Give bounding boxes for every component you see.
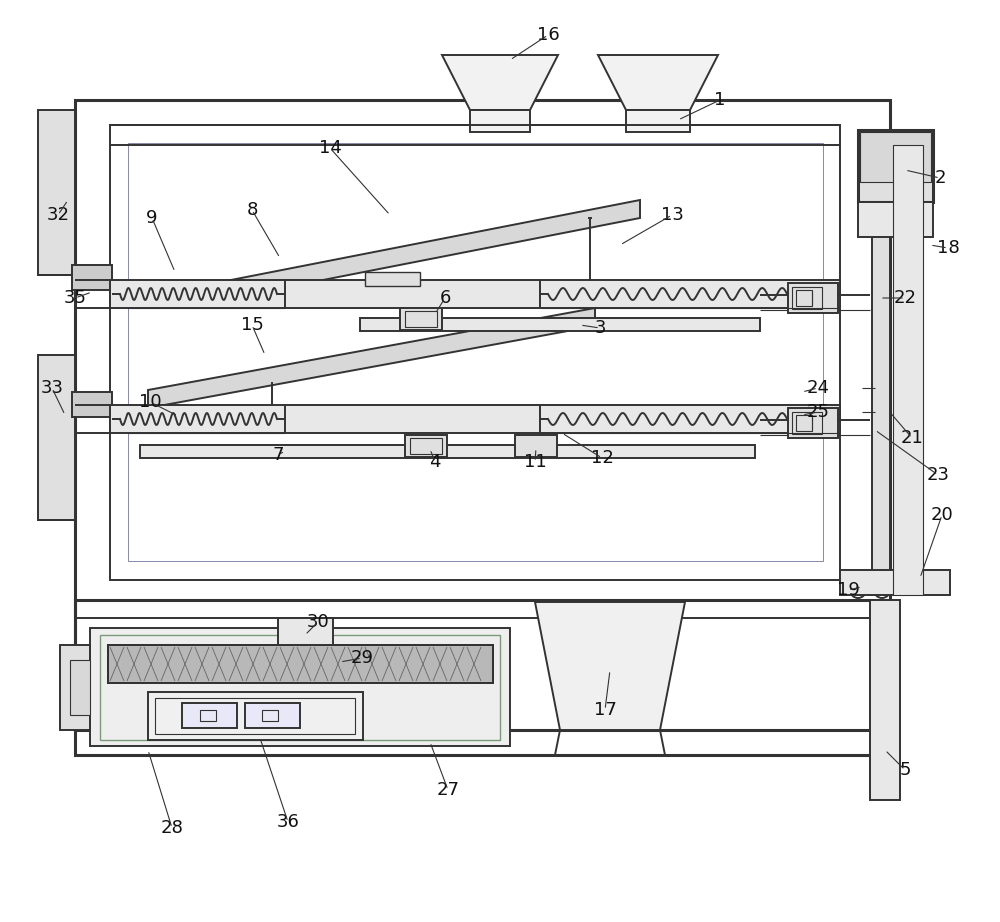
Bar xyxy=(410,438,442,454)
Text: 9: 9 xyxy=(146,209,158,227)
Bar xyxy=(72,392,112,417)
Text: 24: 24 xyxy=(806,379,830,397)
Bar xyxy=(110,405,840,433)
Bar xyxy=(75,100,890,730)
Bar xyxy=(858,130,933,202)
Text: 32: 32 xyxy=(46,206,70,224)
Bar xyxy=(140,445,755,458)
Bar xyxy=(38,110,75,275)
Text: 16: 16 xyxy=(537,26,559,44)
Text: 25: 25 xyxy=(806,403,830,421)
Polygon shape xyxy=(535,602,685,730)
Bar xyxy=(860,132,931,182)
Bar xyxy=(405,311,437,327)
Bar xyxy=(840,570,950,595)
Text: 1: 1 xyxy=(714,91,726,109)
Bar xyxy=(182,703,237,728)
Bar xyxy=(108,645,493,683)
Bar xyxy=(155,698,355,734)
Text: 13: 13 xyxy=(661,206,683,224)
Bar xyxy=(278,618,333,645)
Bar xyxy=(262,710,278,721)
Polygon shape xyxy=(148,308,595,408)
Text: 17: 17 xyxy=(594,701,616,719)
Bar xyxy=(788,283,838,313)
Bar xyxy=(893,145,923,595)
Bar xyxy=(870,600,900,800)
Bar xyxy=(75,600,890,755)
Bar xyxy=(515,435,557,457)
Bar xyxy=(858,202,933,237)
Bar xyxy=(365,272,420,286)
Text: 18: 18 xyxy=(937,239,959,257)
Text: 27: 27 xyxy=(436,781,460,799)
Bar xyxy=(38,355,75,520)
Bar xyxy=(796,290,812,306)
Bar xyxy=(360,318,760,331)
Bar xyxy=(148,692,363,740)
Text: 12: 12 xyxy=(591,449,613,467)
Text: 11: 11 xyxy=(524,453,546,471)
Bar xyxy=(110,280,840,308)
Bar xyxy=(405,435,447,457)
Text: 20: 20 xyxy=(931,506,953,524)
Text: 35: 35 xyxy=(64,289,87,307)
Text: 6: 6 xyxy=(439,289,451,307)
Bar xyxy=(470,110,530,132)
Bar xyxy=(245,703,300,728)
Bar xyxy=(75,270,110,285)
Bar xyxy=(110,125,840,580)
Bar xyxy=(792,287,822,309)
Bar xyxy=(75,395,110,410)
Text: 36: 36 xyxy=(277,813,299,831)
Text: 21: 21 xyxy=(901,429,923,447)
Text: 14: 14 xyxy=(319,139,341,157)
Bar xyxy=(90,628,510,746)
Text: 33: 33 xyxy=(40,379,64,397)
Text: 5: 5 xyxy=(899,761,911,779)
Bar xyxy=(792,412,822,434)
Bar xyxy=(100,635,500,740)
Text: 22: 22 xyxy=(894,289,916,307)
Polygon shape xyxy=(442,55,558,110)
Text: 23: 23 xyxy=(926,466,950,484)
Bar xyxy=(788,408,838,438)
Bar xyxy=(626,110,690,132)
Bar xyxy=(200,710,216,721)
Text: 8: 8 xyxy=(246,201,258,219)
Bar xyxy=(108,645,493,683)
Bar xyxy=(60,645,90,730)
Bar xyxy=(72,265,112,290)
Text: 7: 7 xyxy=(272,446,284,464)
Bar xyxy=(796,415,812,431)
Polygon shape xyxy=(598,55,718,110)
Text: 19: 19 xyxy=(837,581,859,599)
Polygon shape xyxy=(190,200,640,306)
Text: 29: 29 xyxy=(351,649,374,667)
Text: 28: 28 xyxy=(161,819,183,837)
Bar xyxy=(128,143,823,561)
Bar xyxy=(70,660,90,715)
Text: 15: 15 xyxy=(241,316,263,334)
Bar xyxy=(872,145,890,580)
Text: 3: 3 xyxy=(594,319,606,337)
Text: 30: 30 xyxy=(307,613,329,631)
Text: 4: 4 xyxy=(429,453,441,471)
Bar xyxy=(400,308,442,330)
Text: 10: 10 xyxy=(139,393,161,411)
Text: 2: 2 xyxy=(934,169,946,187)
